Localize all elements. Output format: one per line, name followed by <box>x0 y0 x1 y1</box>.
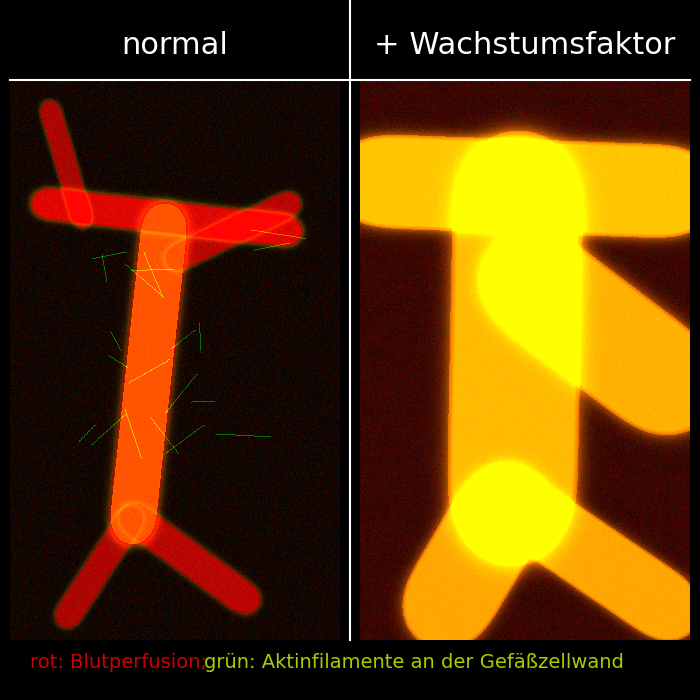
Text: grün: Aktinfilamente an der Gefäßzellwand: grün: Aktinfilamente an der Gefäßzellwan… <box>204 652 624 671</box>
Text: normal: normal <box>122 31 228 60</box>
Text: + Wachstumsfaktor: + Wachstumsfaktor <box>374 31 676 60</box>
Text: rot: Blutperfusion;: rot: Blutperfusion; <box>30 652 214 671</box>
